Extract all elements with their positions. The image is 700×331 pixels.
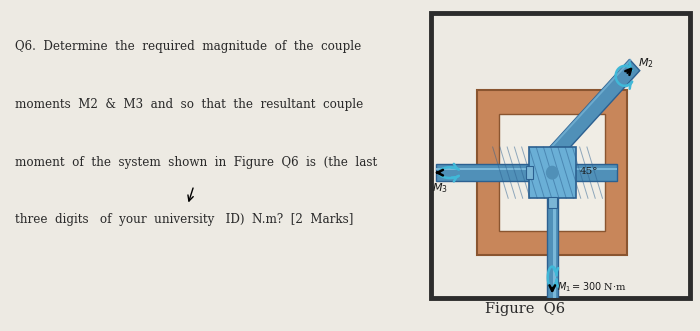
Text: 45°: 45° (580, 167, 598, 176)
Bar (554, 178, 556, 298)
Bar (547, 197, 556, 208)
Text: $M_2$: $M_2$ (638, 57, 654, 70)
Text: three  digits   of  your  university   ID)  N.m?  [2  Marks]: three digits of your university ID) N.m?… (15, 213, 353, 226)
Bar (529, 147, 575, 198)
Bar (499, 114, 606, 231)
Text: Figure  Q6: Figure Q6 (485, 302, 565, 316)
Text: Q6.  Determine  the  required  magnitude  of  the  couple: Q6. Determine the required magnitude of … (15, 40, 362, 53)
Text: $M_3$: $M_3$ (432, 181, 447, 195)
Bar (547, 178, 558, 298)
Text: moments  M2  &  M3  and  so  that  the  resultant  couple: moments M2 & M3 and so that the resultan… (15, 98, 364, 111)
Bar (435, 168, 617, 170)
Polygon shape (547, 59, 640, 161)
Circle shape (547, 166, 558, 179)
Text: $M_1 = 300$ N·m: $M_1 = 300$ N·m (557, 280, 626, 294)
Bar (435, 164, 617, 181)
Bar (477, 90, 627, 255)
Bar (526, 166, 533, 179)
Polygon shape (548, 59, 632, 151)
Text: moment  of  the  system  shown  in  Figure  Q6  is  (the  last: moment of the system shown in Figure Q6 … (15, 156, 378, 168)
